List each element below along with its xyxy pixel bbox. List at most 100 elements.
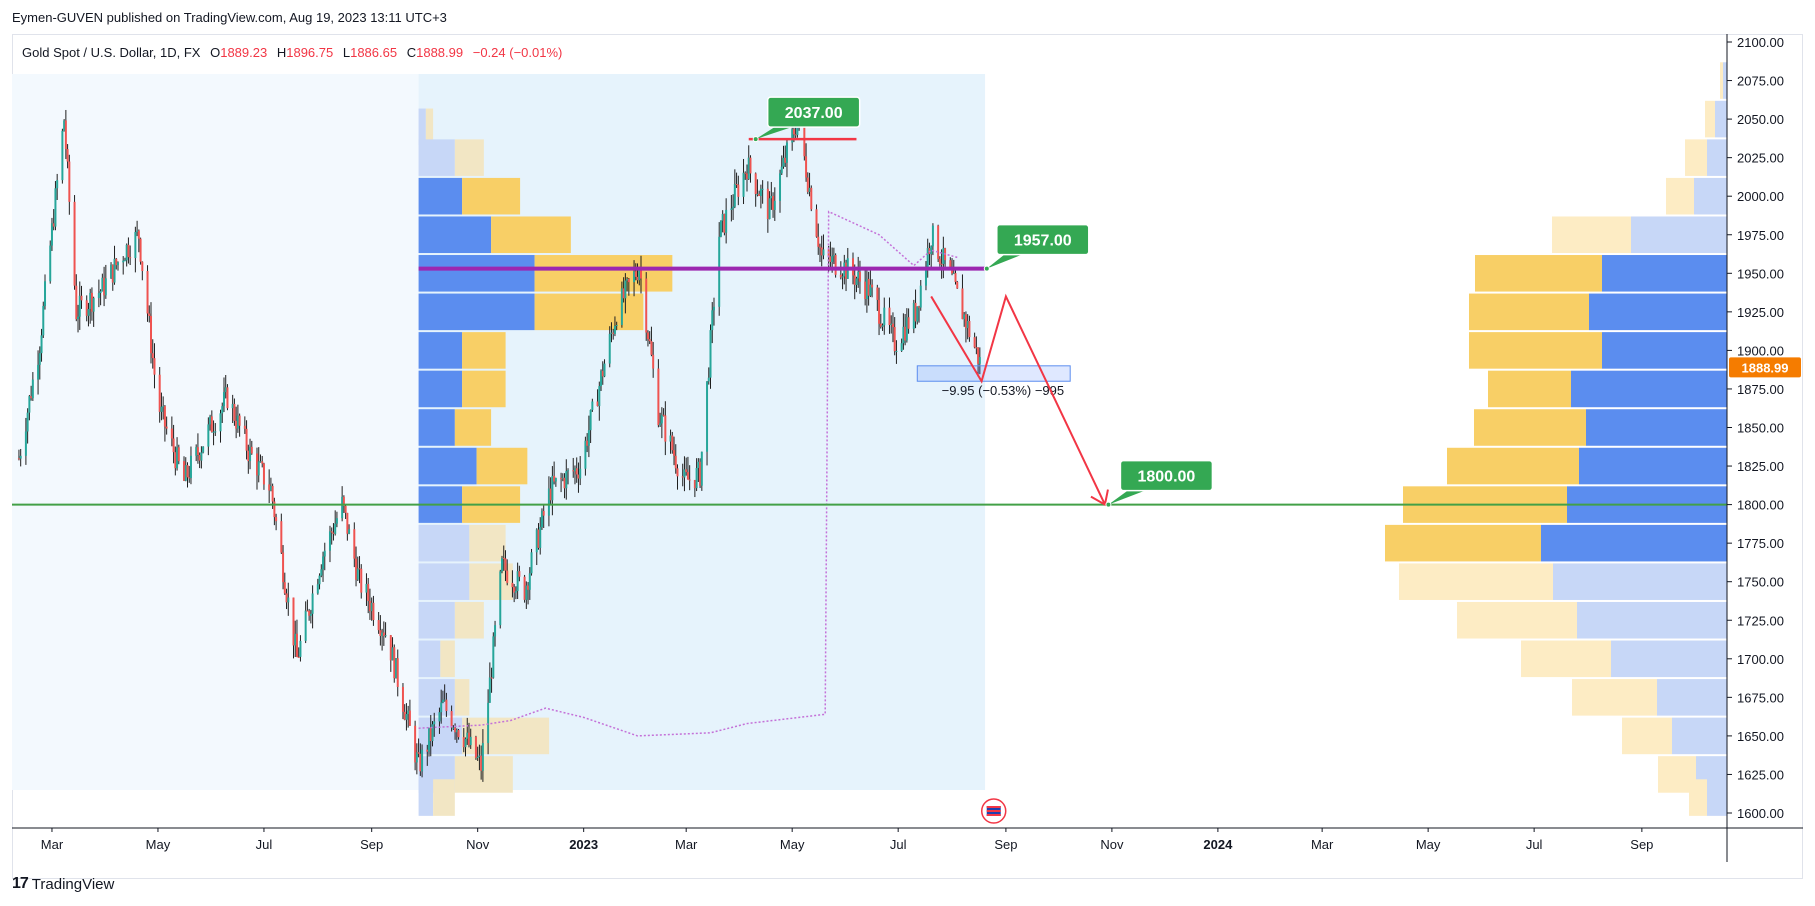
legend-low: 1886.65 bbox=[350, 45, 398, 60]
candle-body bbox=[306, 610, 309, 612]
candle-body bbox=[919, 285, 922, 308]
candle-body bbox=[299, 640, 302, 657]
candle-body bbox=[85, 300, 88, 316]
fixed-vp-up-bar bbox=[418, 524, 470, 562]
candle-body bbox=[924, 267, 927, 286]
visible-vp-up-bar bbox=[1571, 370, 1727, 408]
candle-body bbox=[721, 213, 724, 221]
visible-vp-up-bar bbox=[1602, 255, 1727, 292]
candle-body bbox=[66, 149, 69, 162]
price-tick-label: 1925.00 bbox=[1737, 305, 1784, 320]
candle-body bbox=[818, 246, 821, 248]
candle-body bbox=[652, 354, 655, 369]
candle-body bbox=[113, 258, 116, 283]
candle-body bbox=[942, 248, 945, 265]
candle-body bbox=[356, 568, 359, 580]
fixed-vp-up-bar bbox=[418, 447, 477, 485]
candle-body bbox=[907, 317, 910, 329]
candle-body bbox=[116, 262, 119, 266]
candle-body bbox=[24, 431, 27, 456]
candle-body bbox=[487, 702, 490, 744]
candle-body bbox=[904, 326, 907, 341]
candle-body bbox=[779, 173, 782, 201]
candle-body bbox=[832, 255, 835, 257]
candle-body bbox=[978, 357, 981, 364]
candle-body bbox=[454, 727, 457, 733]
tradingview-logo[interactable]: 17 TradingView bbox=[12, 875, 114, 893]
candle-body bbox=[964, 314, 967, 329]
candle-body bbox=[403, 711, 406, 720]
candle-body bbox=[210, 416, 213, 433]
candle-body bbox=[151, 353, 154, 359]
flag-stripe bbox=[986, 810, 1001, 812]
candle-body bbox=[384, 635, 387, 637]
candle-body bbox=[332, 532, 335, 534]
candle-body bbox=[328, 531, 331, 551]
candle-body bbox=[198, 454, 201, 461]
fixed-vp-up-bar bbox=[418, 216, 492, 254]
candle-body bbox=[111, 264, 114, 283]
candle-body bbox=[525, 585, 528, 600]
callout-box bbox=[766, 96, 861, 128]
candle-body bbox=[480, 755, 483, 771]
candle-body bbox=[926, 248, 929, 268]
candle-body bbox=[396, 658, 399, 687]
candle-body bbox=[257, 461, 260, 476]
callout-box bbox=[996, 223, 1090, 256]
candle-body bbox=[75, 285, 78, 320]
candle-body bbox=[189, 455, 192, 479]
candle-body bbox=[490, 677, 493, 679]
candle-body bbox=[407, 710, 410, 714]
candle-body bbox=[664, 415, 667, 442]
candle-body bbox=[379, 630, 382, 636]
candle-body bbox=[37, 364, 40, 380]
candle-body bbox=[573, 468, 576, 472]
candle-body bbox=[17, 458, 20, 460]
candle-body bbox=[341, 496, 344, 519]
candle-body bbox=[438, 712, 441, 722]
candle-body bbox=[660, 414, 663, 424]
candle-body bbox=[685, 469, 688, 473]
candle-body bbox=[236, 415, 239, 429]
candle-body bbox=[938, 258, 941, 264]
candle-body bbox=[744, 172, 747, 174]
candle-body bbox=[188, 477, 191, 479]
candle-body bbox=[785, 142, 788, 163]
candle-body bbox=[52, 223, 55, 227]
fixed-vp-up-bar bbox=[418, 108, 426, 146]
candle-body bbox=[596, 401, 599, 407]
candle-body bbox=[222, 392, 225, 407]
candle-body bbox=[855, 278, 858, 285]
measure-box bbox=[916, 365, 1071, 382]
candle-body bbox=[829, 256, 832, 262]
candle-body bbox=[421, 749, 424, 772]
candle-body bbox=[389, 635, 392, 661]
candle-body bbox=[478, 755, 481, 757]
candle-body bbox=[770, 195, 773, 199]
price-tick-label: 1900.00 bbox=[1737, 343, 1784, 358]
candle-body bbox=[358, 568, 361, 570]
visible-vp-up-bar bbox=[1694, 177, 1727, 215]
candle-body bbox=[19, 455, 22, 459]
candle-body bbox=[344, 505, 347, 513]
candle-body bbox=[233, 403, 236, 421]
candle-body bbox=[282, 552, 285, 583]
fixed-vp-down-bar bbox=[469, 524, 506, 562]
candle-body bbox=[163, 406, 166, 427]
candle-body bbox=[542, 510, 545, 516]
candle-body bbox=[815, 209, 818, 237]
candle-body bbox=[405, 713, 408, 720]
candle-body bbox=[905, 317, 908, 341]
candle-body bbox=[601, 370, 604, 377]
candle-body bbox=[612, 332, 615, 334]
candle-body bbox=[382, 632, 385, 637]
legend-symbol[interactable]: Gold Spot / U.S. Dollar, 1D, FX bbox=[22, 45, 201, 60]
candle-body bbox=[158, 374, 161, 412]
candle-body bbox=[170, 428, 173, 439]
candle-body bbox=[693, 480, 696, 489]
candle-body bbox=[127, 244, 130, 258]
candle-body bbox=[513, 587, 516, 593]
visible-vp-down-bar bbox=[1488, 370, 1571, 408]
candle-body bbox=[975, 347, 978, 349]
